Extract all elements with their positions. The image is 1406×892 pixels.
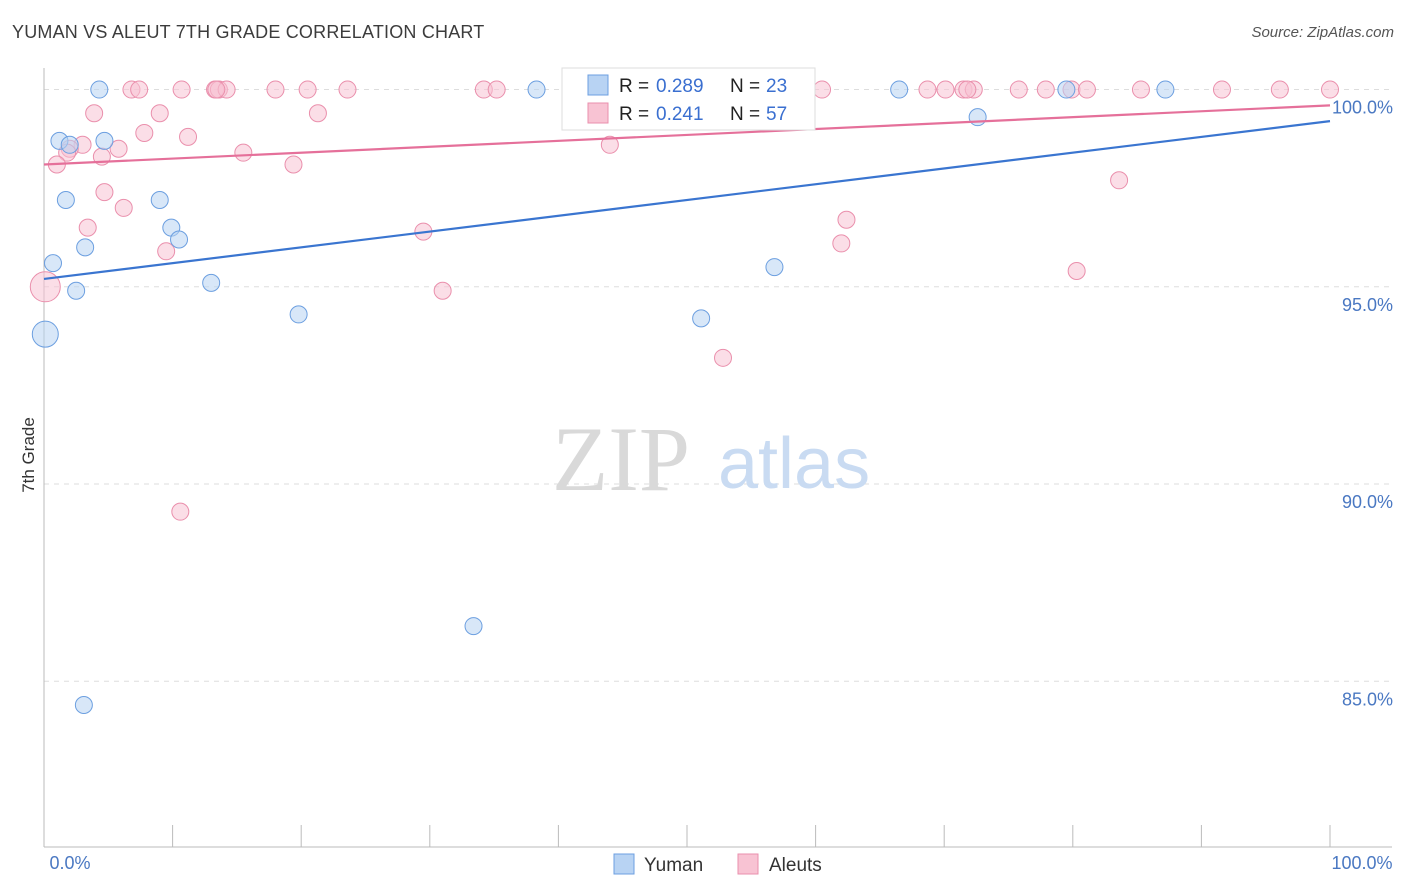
legend-swatch-aleut: [587, 102, 609, 124]
aleut-point: [298, 80, 317, 99]
yuman-point: [1057, 80, 1076, 99]
aleut-point: [172, 80, 191, 99]
aleut-point: [179, 127, 198, 146]
chart-source: Source: ZipAtlas.com: [1251, 24, 1394, 41]
yuman-trend-line: [43, 120, 1331, 281]
aleut-point: [266, 80, 285, 99]
y-tick-label: 95.0%: [1342, 295, 1393, 315]
aleut-point: [918, 80, 937, 99]
yuman-point: [968, 108, 987, 127]
aleut-point: [109, 139, 128, 158]
bottom-legend-label-yuman: Yuman: [644, 855, 703, 876]
aleut-point: [1212, 80, 1231, 99]
aleut-point: [207, 80, 226, 99]
bottom-legend-swatch-aleut: [737, 853, 759, 875]
yuman-point: [44, 254, 63, 273]
y-tick-label: 100.0%: [1332, 98, 1393, 118]
aleut-point: [78, 218, 97, 237]
chart-title: YUMAN VS ALEUT 7TH GRADE CORRELATION CHA…: [12, 22, 485, 42]
yuman-point: [527, 80, 546, 99]
aleut-point: [1077, 80, 1096, 99]
yuman-point: [150, 191, 169, 210]
bottom-legend-swatch-yuman: [613, 853, 635, 875]
aleut-point: [284, 155, 303, 174]
grid-lines: [44, 89, 1392, 682]
legend-r-label-yuman: R =: [619, 76, 649, 97]
yuman-point: [170, 230, 189, 249]
y-axis-label: 7th Grade: [19, 417, 38, 493]
yuman-point: [56, 191, 75, 210]
aleut-point: [1009, 80, 1028, 99]
yuman-points: [31, 80, 1175, 714]
aleut-point: [433, 281, 452, 300]
tick-labels: 100.0% 95.0% 90.0% 85.0% 0.0% 100.0%: [49, 98, 1393, 873]
yuman-point: [464, 617, 483, 636]
yuman-point: [95, 131, 114, 150]
legend-r-value-aleut: 0.241: [656, 104, 704, 125]
aleut-point: [837, 210, 856, 229]
aleut-point: [135, 123, 154, 142]
yuman-point: [74, 695, 93, 714]
yuman-point: [90, 80, 109, 99]
legend-r-label-aleut: R =: [619, 104, 649, 125]
watermark-atlas: atlas: [718, 424, 870, 504]
yuman-point: [1156, 80, 1175, 99]
aleut-point: [150, 104, 169, 123]
aleut-point: [600, 135, 619, 154]
legend-r-value-yuman: 0.289: [656, 76, 704, 97]
aleut-point: [832, 234, 851, 253]
x-tick-label-min: 0.0%: [49, 853, 90, 873]
legend-n-value-aleut: 57: [766, 104, 787, 125]
aleut-point: [958, 80, 977, 99]
yuman-point: [202, 273, 221, 292]
aleut-trend-line: [43, 104, 1331, 166]
yuman-point: [76, 238, 95, 257]
aleut-point: [171, 502, 190, 521]
aleut-point: [95, 183, 114, 202]
aleut-point: [85, 104, 104, 123]
yuman-point: [289, 305, 308, 324]
aleut-point: [157, 242, 176, 261]
aleut-point: [1110, 171, 1129, 190]
x-tick-label-max: 100.0%: [1331, 853, 1392, 873]
aleut-point: [813, 80, 832, 99]
top-legend: R = 0.289 N = 23 R = 0.241 N = 57: [561, 67, 816, 131]
watermark-zip: ZIP: [552, 408, 690, 510]
aleut-point: [234, 143, 253, 162]
aleut-point: [338, 80, 357, 99]
bottom-legend: Yuman Aleuts: [613, 853, 822, 876]
aleut-point: [714, 348, 733, 367]
y-tick-label: 85.0%: [1342, 689, 1393, 709]
aleut-point: [1270, 80, 1289, 99]
legend-n-label-aleut: N =: [730, 104, 760, 125]
watermark: ZIP atlas: [552, 408, 870, 510]
axes: [43, 68, 1392, 848]
trend-lines: [43, 104, 1331, 281]
aleut-point: [1321, 80, 1339, 99]
aleut-point: [487, 80, 506, 99]
aleut-point: [130, 80, 149, 99]
y-tick-label: 90.0%: [1342, 492, 1393, 512]
yuman-point: [67, 281, 86, 300]
yuman-point: [31, 320, 59, 348]
aleut-point: [308, 104, 327, 123]
yuman-point: [765, 258, 784, 277]
yuman-point: [890, 80, 909, 99]
aleut-point: [114, 198, 133, 217]
yuman-point: [692, 309, 711, 328]
aleut-point: [936, 80, 955, 99]
aleut-point: [29, 271, 61, 303]
aleut-point: [1067, 262, 1086, 281]
yuman-point: [60, 135, 79, 154]
aleut-point: [1131, 80, 1150, 99]
legend-n-label-yuman: N =: [730, 76, 760, 97]
aleut-point: [1036, 80, 1055, 99]
legend-swatch-yuman: [587, 74, 609, 96]
legend-n-value-yuman: 23: [766, 76, 787, 97]
bottom-legend-label-aleut: Aleuts: [769, 855, 822, 876]
